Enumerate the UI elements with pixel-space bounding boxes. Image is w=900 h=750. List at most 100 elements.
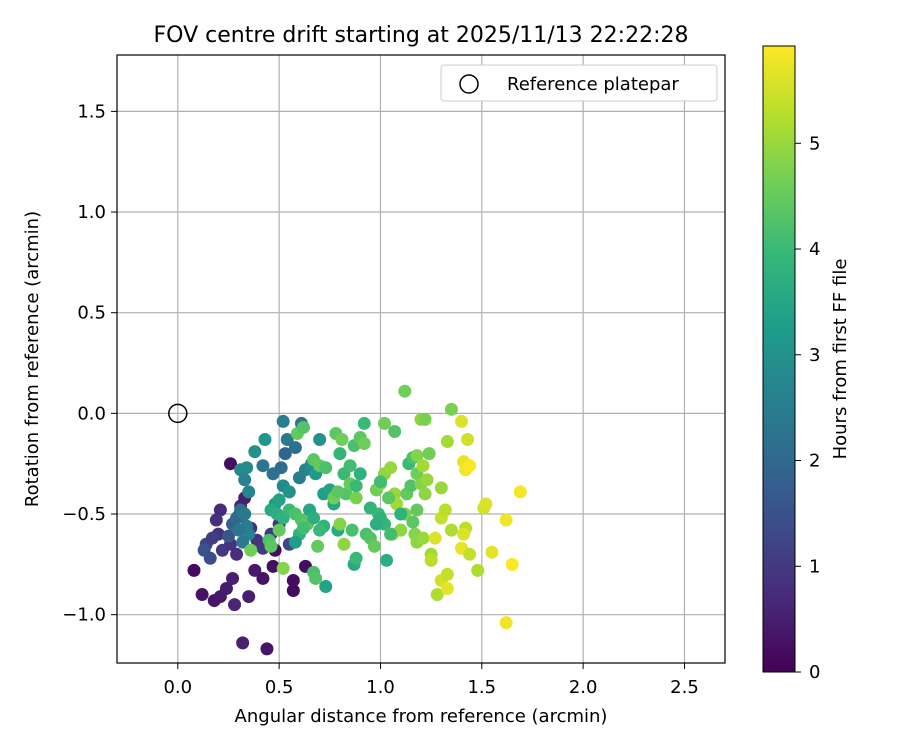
data-point: [260, 642, 274, 656]
data-point: [195, 588, 209, 602]
data-point: [282, 485, 296, 499]
x-axis-label: Angular distance from reference (arcmin): [235, 706, 608, 727]
data-point: [463, 459, 477, 473]
data-point: [471, 563, 485, 577]
data-point: [384, 461, 398, 475]
data-point: [313, 433, 327, 447]
grid-lines: [117, 55, 725, 663]
data-point: [349, 479, 363, 493]
data-point: [333, 447, 347, 461]
colorbar-label: Hours from first FF file: [830, 259, 851, 460]
data-point: [276, 561, 290, 575]
y-axis-label: Rotation from reference (arcmin): [22, 211, 43, 507]
data-point: [280, 433, 294, 447]
data-point: [444, 402, 458, 416]
data-point: [219, 582, 233, 596]
data-point: [213, 503, 227, 517]
data-point: [440, 435, 454, 449]
data-point: [406, 515, 420, 529]
data-point: [444, 523, 458, 537]
data-point: [256, 459, 270, 473]
x-tick-label: 1.0: [366, 677, 395, 698]
data-point: [380, 553, 394, 567]
data-point: [394, 523, 408, 537]
data-point: [258, 433, 272, 447]
x-axis-ticks: 0.0 0.5 1.0 1.5 2.0 2.5: [163, 663, 699, 698]
data-point: [288, 441, 302, 455]
y-tick-label: 0.0: [77, 403, 106, 424]
data-point: [274, 461, 288, 475]
data-point: [187, 563, 201, 577]
data-point: [345, 523, 359, 537]
data-point: [296, 420, 310, 434]
data-point: [398, 384, 412, 398]
data-point: [226, 571, 240, 585]
x-tick-label: 2.0: [569, 677, 598, 698]
data-point: [461, 433, 475, 447]
data-point: [333, 517, 347, 531]
data-point: [288, 535, 302, 549]
reference-point-marker: [168, 403, 188, 424]
data-point: [307, 511, 321, 525]
data-point: [209, 513, 223, 527]
data-point: [264, 539, 278, 553]
x-tick-label: 2.5: [670, 677, 699, 698]
data-point: [367, 539, 381, 553]
colorbar-tick-label: 2: [809, 451, 820, 472]
data-point: [223, 457, 237, 471]
x-tick-label: 0.5: [265, 677, 294, 698]
chart-title: FOV centre drift starting at 2025/11/13 …: [154, 23, 689, 48]
data-point: [373, 475, 387, 489]
data-point: [349, 551, 363, 565]
data-point: [272, 523, 286, 537]
data-point: [248, 445, 262, 459]
data-point: [205, 531, 219, 545]
data-point: [363, 501, 377, 515]
legend-open-circle-icon: [459, 74, 479, 94]
data-point: [416, 531, 430, 545]
colorbar-tick-label: 1: [809, 556, 820, 577]
data-point: [272, 493, 286, 507]
data-point: [221, 529, 235, 543]
y-tick-label: 0.5: [77, 303, 106, 324]
data-point: [357, 437, 371, 451]
data-point: [238, 473, 252, 487]
data-point: [242, 590, 256, 604]
data-point: [388, 424, 402, 438]
data-point: [230, 547, 244, 561]
data-point: [228, 598, 242, 612]
colorbar-tick-label: 4: [809, 239, 820, 260]
data-point: [276, 414, 290, 428]
data-point: [418, 412, 432, 426]
data-point: [440, 582, 454, 596]
data-point: [505, 557, 519, 571]
data-point: [236, 535, 250, 549]
data-point: [319, 579, 333, 593]
data-point: [513, 485, 527, 499]
y-tick-label: 1.5: [77, 101, 106, 122]
data-point: [416, 459, 430, 473]
data-point: [331, 485, 345, 499]
data-point: [319, 461, 333, 475]
colorbar: 0 1 2 3 4 5 Hours from first FF file: [762, 45, 851, 683]
data-point: [394, 507, 408, 521]
data-point: [455, 414, 469, 428]
data-point: [418, 487, 432, 501]
data-point: [378, 416, 392, 430]
y-tick-label: −0.5: [62, 504, 106, 525]
legend-label: Reference platepar: [507, 74, 679, 95]
data-point: [286, 584, 300, 598]
data-point: [232, 523, 246, 537]
data-point: [349, 491, 363, 505]
data-point: [438, 503, 452, 517]
x-tick-label: 0.0: [163, 677, 192, 698]
data-point: [337, 537, 351, 551]
data-point: [278, 447, 292, 461]
data-point: [430, 588, 444, 602]
colorbar-tick-label: 3: [809, 345, 820, 366]
data-point: [353, 467, 367, 481]
data-point: [236, 636, 250, 650]
data-points: [187, 384, 527, 656]
legend: Reference platepar: [440, 64, 718, 102]
